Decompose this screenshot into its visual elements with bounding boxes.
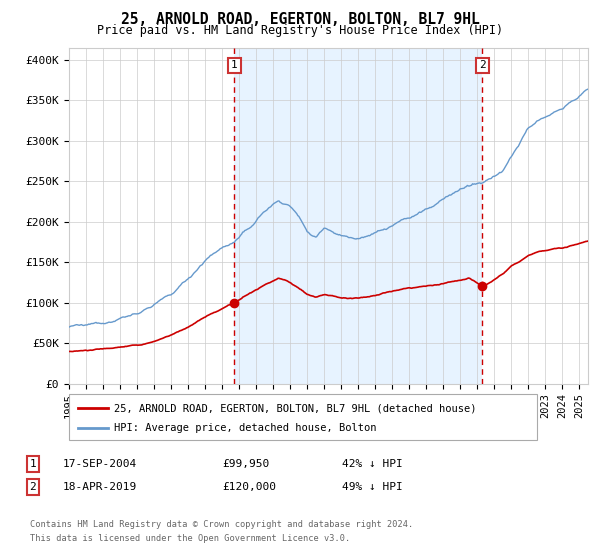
Bar	[235, 48, 482, 384]
Text: £120,000: £120,000	[222, 482, 276, 492]
Text: 25, ARNOLD ROAD, EGERTON, BOLTON, BL7 9HL: 25, ARNOLD ROAD, EGERTON, BOLTON, BL7 9H…	[121, 12, 479, 27]
Text: HPI: Average price, detached house, Bolton: HPI: Average price, detached house, Bolt…	[114, 423, 377, 433]
Text: 1: 1	[29, 459, 37, 469]
Text: This data is licensed under the Open Government Licence v3.0.: This data is licensed under the Open Gov…	[30, 534, 350, 543]
Text: 1: 1	[231, 60, 238, 71]
Text: Price paid vs. HM Land Registry's House Price Index (HPI): Price paid vs. HM Land Registry's House …	[97, 24, 503, 37]
Text: 17-SEP-2004: 17-SEP-2004	[63, 459, 137, 469]
Text: 49% ↓ HPI: 49% ↓ HPI	[342, 482, 403, 492]
Text: £99,950: £99,950	[222, 459, 269, 469]
Text: Contains HM Land Registry data © Crown copyright and database right 2024.: Contains HM Land Registry data © Crown c…	[30, 520, 413, 529]
Text: 42% ↓ HPI: 42% ↓ HPI	[342, 459, 403, 469]
Text: 18-APR-2019: 18-APR-2019	[63, 482, 137, 492]
Text: 25, ARNOLD ROAD, EGERTON, BOLTON, BL7 9HL (detached house): 25, ARNOLD ROAD, EGERTON, BOLTON, BL7 9H…	[114, 403, 476, 413]
Text: 2: 2	[29, 482, 37, 492]
Text: 2: 2	[479, 60, 486, 71]
